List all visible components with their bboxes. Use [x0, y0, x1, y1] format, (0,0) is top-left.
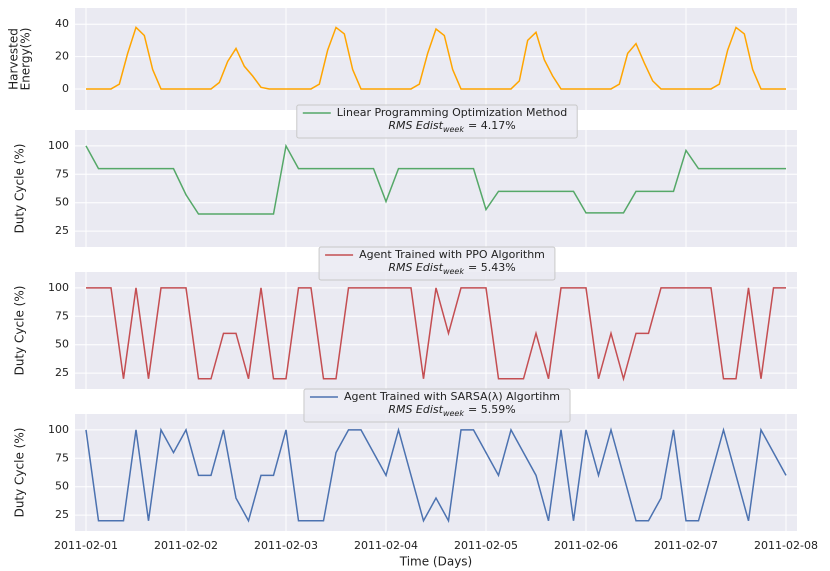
x-tick-label: 2011-02-03	[254, 539, 318, 552]
y-tick-label: 75	[55, 309, 69, 322]
x-tick-label: 2011-02-08	[754, 539, 818, 552]
legend: Linear Programming Optimization MethodRM…	[296, 104, 578, 139]
y-tick-label: 50	[55, 196, 69, 209]
annotation-subscript: week	[443, 267, 464, 276]
annotation-text: RMS Edist	[388, 403, 443, 416]
y-tick-label: 100	[48, 423, 69, 436]
x-tick-label: 2011-02-07	[654, 539, 718, 552]
x-tick-label: 2011-02-04	[354, 539, 418, 552]
y-tick-label: 25	[55, 508, 69, 521]
legend-annotation: RMS Edistweek = 4.17%	[388, 119, 515, 134]
plot-background	[75, 414, 797, 531]
y-axis-label: Duty Cycle (%)	[13, 286, 27, 376]
y-axis-label: Duty Cycle (%)	[13, 428, 27, 518]
legend-box	[303, 388, 571, 423]
annotation-subscript: week	[443, 409, 464, 418]
data-line	[85, 427, 787, 524]
y-axis-label: Duty Cycle (%)	[13, 144, 27, 234]
legend-label: Agent Trained with SARSA(λ) Algortihm	[344, 390, 560, 403]
y-axis-label: Harvested	[7, 28, 21, 90]
y-tick-label: 100	[48, 281, 69, 294]
plot-background	[75, 8, 797, 110]
legend-box	[318, 246, 556, 281]
data-line	[86, 287, 786, 382]
annotation-value: = 5.43%	[468, 261, 516, 274]
legend-annotation: RMS Edistweek = 5.43%	[388, 261, 515, 276]
x-tick-label: 2011-02-02	[154, 539, 218, 552]
y-tick-label: 100	[48, 139, 69, 152]
data-line	[86, 26, 786, 90]
legend-label: Linear Programming Optimization Method	[337, 106, 567, 119]
annotation-subscript: week	[443, 125, 464, 134]
annotation-text: RMS Edist	[388, 119, 443, 132]
annotation-value: = 4.17%	[468, 119, 516, 132]
annotation-text: RMS Edist	[388, 261, 443, 274]
y-tick-label: 75	[55, 451, 69, 464]
plot-background	[75, 130, 797, 247]
x-tick-label: 2011-02-06	[554, 539, 618, 552]
x-axis-label: Time (Days)	[399, 555, 473, 569]
legend-box	[296, 104, 578, 139]
y-tick-label: 25	[55, 366, 69, 379]
y-tick-label: 20	[55, 50, 69, 63]
x-tick-label: 2011-02-01	[54, 539, 118, 552]
y-tick-label: 50	[55, 338, 69, 351]
annotation-value: = 5.59%	[468, 403, 516, 416]
x-tick-label: 2011-02-05	[454, 539, 518, 552]
y-tick-label: 75	[55, 167, 69, 180]
y-tick-label: 0	[62, 82, 69, 95]
y-axis-label: Energy(%)	[19, 28, 33, 91]
legend: Agent Trained with SARSA(λ) AlgortihmRMS…	[303, 388, 571, 423]
y-tick-label: 40	[55, 17, 69, 30]
legend-annotation: RMS Edistweek = 5.59%	[388, 403, 515, 418]
y-tick-label: 25	[55, 224, 69, 237]
y-tick-label: 50	[55, 480, 69, 493]
data-line	[85, 143, 786, 215]
legend-label: Agent Trained with PPO Algorithm	[359, 248, 545, 261]
